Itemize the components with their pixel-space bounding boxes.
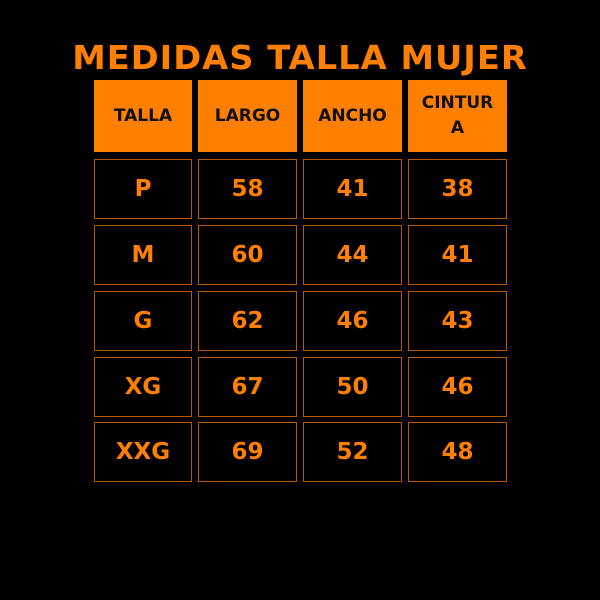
measure-cell: 41 — [408, 225, 507, 285]
measure-cell: 38 — [408, 159, 507, 219]
measure-cell: 58 — [198, 159, 297, 219]
measure-cell: 50 — [303, 357, 402, 417]
measure-cell: 46 — [303, 291, 402, 351]
header-cell: LARGO — [198, 80, 297, 152]
measure-cell: 41 — [303, 159, 402, 219]
measure-cell: 46 — [408, 357, 507, 417]
page-title: MEDIDAS TALLA MUJER — [72, 38, 528, 77]
measure-cell: 67 — [198, 357, 297, 417]
size-cell: P — [94, 159, 192, 219]
measure-cell: 60 — [198, 225, 297, 285]
measure-cell: 48 — [408, 422, 507, 482]
measure-cell: 69 — [198, 422, 297, 482]
header-cell: CINTURA — [408, 80, 507, 152]
measure-cell: 43 — [408, 291, 507, 351]
measure-cell: 52 — [303, 422, 402, 482]
size-cell: G — [94, 291, 192, 351]
size-cell: XG — [94, 357, 192, 417]
measure-cell: 44 — [303, 225, 402, 285]
measure-cell: 62 — [198, 291, 297, 351]
size-cell: XXG — [94, 422, 192, 482]
header-cell: TALLA — [94, 80, 192, 152]
header-cell: ANCHO — [303, 80, 402, 152]
size-cell: M — [94, 225, 192, 285]
